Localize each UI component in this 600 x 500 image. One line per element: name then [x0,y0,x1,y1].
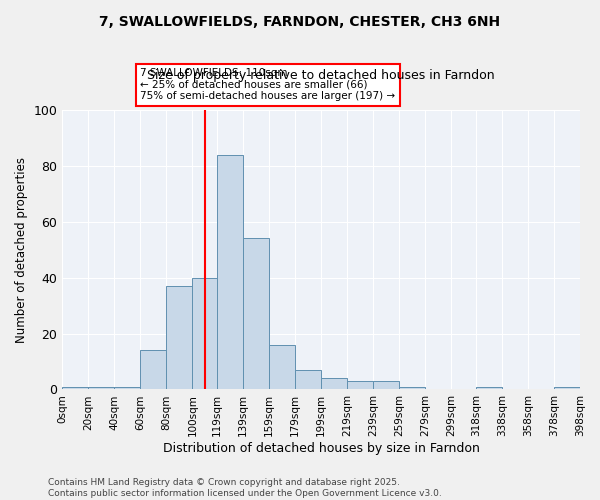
Bar [347,381,373,390]
Bar [554,386,580,390]
X-axis label: Distribution of detached houses by size in Farndon: Distribution of detached houses by size … [163,442,479,455]
Bar [217,154,243,390]
Text: 7 SWALLOWFIELDS: 110sqm
← 25% of detached houses are smaller (66)
75% of semi-de: 7 SWALLOWFIELDS: 110sqm ← 25% of detache… [140,68,395,102]
Bar [269,344,295,390]
Bar [140,350,166,390]
Text: Contains HM Land Registry data © Crown copyright and database right 2025.
Contai: Contains HM Land Registry data © Crown c… [48,478,442,498]
Bar [115,386,140,390]
Bar [243,238,269,390]
Bar [321,378,347,390]
Bar [88,386,115,390]
Title: Size of property relative to detached houses in Farndon: Size of property relative to detached ho… [148,69,495,82]
Bar [62,386,88,390]
Bar [476,386,502,390]
Bar [193,278,217,390]
Text: 7, SWALLOWFIELDS, FARNDON, CHESTER, CH3 6NH: 7, SWALLOWFIELDS, FARNDON, CHESTER, CH3 … [100,15,500,29]
Bar [399,386,425,390]
Bar [295,370,321,390]
Y-axis label: Number of detached properties: Number of detached properties [15,156,28,342]
Bar [373,381,399,390]
Bar [166,286,193,390]
